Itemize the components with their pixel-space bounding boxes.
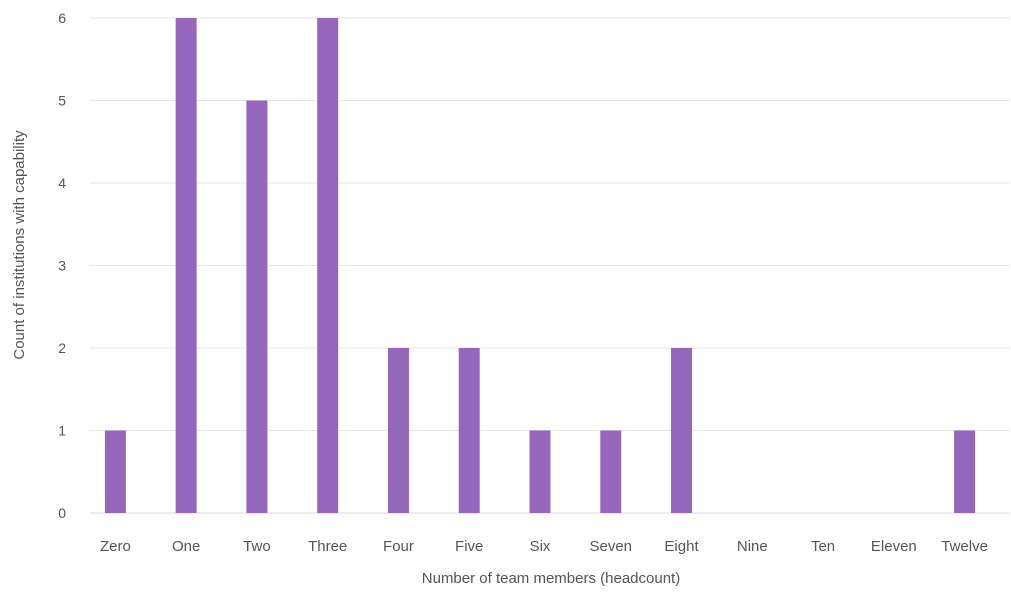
y-tick-label: 5 — [58, 93, 66, 109]
x-tick-label-seven: Seven — [589, 538, 632, 555]
x-tick-label-five: Five — [455, 538, 483, 555]
bar-six — [529, 430, 551, 513]
bar-three — [317, 18, 339, 513]
bar-one — [175, 18, 197, 513]
y-tick-label: 1 — [58, 423, 66, 439]
x-tick-label-six: Six — [530, 538, 551, 555]
bar-five — [458, 348, 480, 513]
bar-four — [387, 348, 409, 513]
x-tick-label-eight: Eight — [664, 538, 699, 555]
bar-twelve — [954, 430, 976, 513]
y-tick-label: 3 — [58, 258, 66, 274]
y-tick-label: 2 — [58, 340, 66, 356]
x-tick-label-four: Four — [383, 538, 414, 555]
x-axis-title: Number of team members (headcount) — [422, 570, 680, 587]
y-tick-label: 4 — [58, 175, 66, 191]
y-tick-label: 0 — [58, 505, 66, 521]
x-tick-label-three: Three — [308, 538, 347, 555]
x-tick-label-twelve: Twelve — [941, 538, 988, 555]
bar-zero — [104, 430, 126, 513]
x-tick-labels: Zero One Two Three Four Five Six Seven Eight Nine… — [100, 538, 988, 555]
y-tick-labels: 0 1 2 3 4 5 6 — [58, 10, 66, 521]
x-tick-label-nine: Nine — [737, 538, 768, 555]
bar-eight — [671, 348, 693, 513]
bars — [104, 18, 976, 513]
x-tick-label-zero: Zero — [100, 538, 131, 555]
x-tick-label-one: One — [172, 538, 200, 555]
x-tick-label-two: Two — [243, 538, 271, 555]
bar-seven — [600, 430, 622, 513]
bar-two — [246, 100, 268, 513]
x-tick-label-eleven: Eleven — [871, 538, 917, 555]
y-tick-label: 6 — [58, 10, 66, 26]
gridlines — [90, 17, 1010, 514]
x-tick-label-ten: Ten — [811, 538, 835, 555]
y-axis-title: Count of institutions with capability — [11, 130, 28, 360]
